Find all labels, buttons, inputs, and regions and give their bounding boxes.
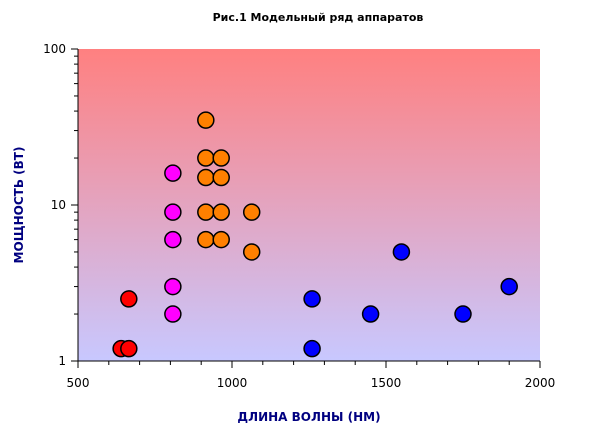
data-point: [197, 149, 215, 167]
x-tick-label: 500: [67, 376, 90, 390]
data-point: [197, 203, 215, 221]
y-tick-label: 10: [51, 198, 66, 212]
data-point: [212, 149, 230, 167]
data-point: [242, 243, 261, 261]
data-point: [392, 243, 411, 261]
data-point: [197, 111, 215, 129]
chart-title: Рис.1 Модельный ряд аппаратов: [213, 11, 424, 24]
data-point: [197, 168, 215, 187]
data-point: [212, 203, 230, 221]
data-point: [303, 339, 321, 358]
data-point: [120, 339, 138, 358]
y-axis-label: МОЩНОСТЬ (ВТ): [12, 147, 26, 264]
data-point: [164, 164, 182, 182]
data-point: [164, 305, 182, 323]
data-point: [197, 230, 215, 249]
x-tick-label: 1500: [371, 376, 402, 390]
data-points: [112, 111, 518, 358]
y-tick-label: 1: [58, 354, 66, 368]
x-axis-label: ДЛИНА ВОЛНЫ (НМ): [237, 410, 380, 424]
data-point: [164, 203, 182, 221]
data-point: [120, 290, 138, 308]
data-point: [361, 305, 380, 323]
data-point: [212, 168, 230, 187]
y-tick-label: 100: [43, 42, 66, 56]
y-axis-ticks: 1 10 100: [43, 42, 78, 368]
x-axis-ticks: 500 1000 1500 2000: [67, 361, 556, 390]
data-point: [164, 230, 182, 249]
data-point: [164, 277, 182, 296]
data-point: [500, 277, 518, 296]
x-tick-label: 2000: [525, 376, 556, 390]
data-point: [242, 203, 261, 221]
x-tick-label: 1000: [217, 376, 248, 390]
data-point: [303, 290, 321, 308]
data-point: [454, 305, 472, 323]
data-point: [212, 230, 230, 249]
